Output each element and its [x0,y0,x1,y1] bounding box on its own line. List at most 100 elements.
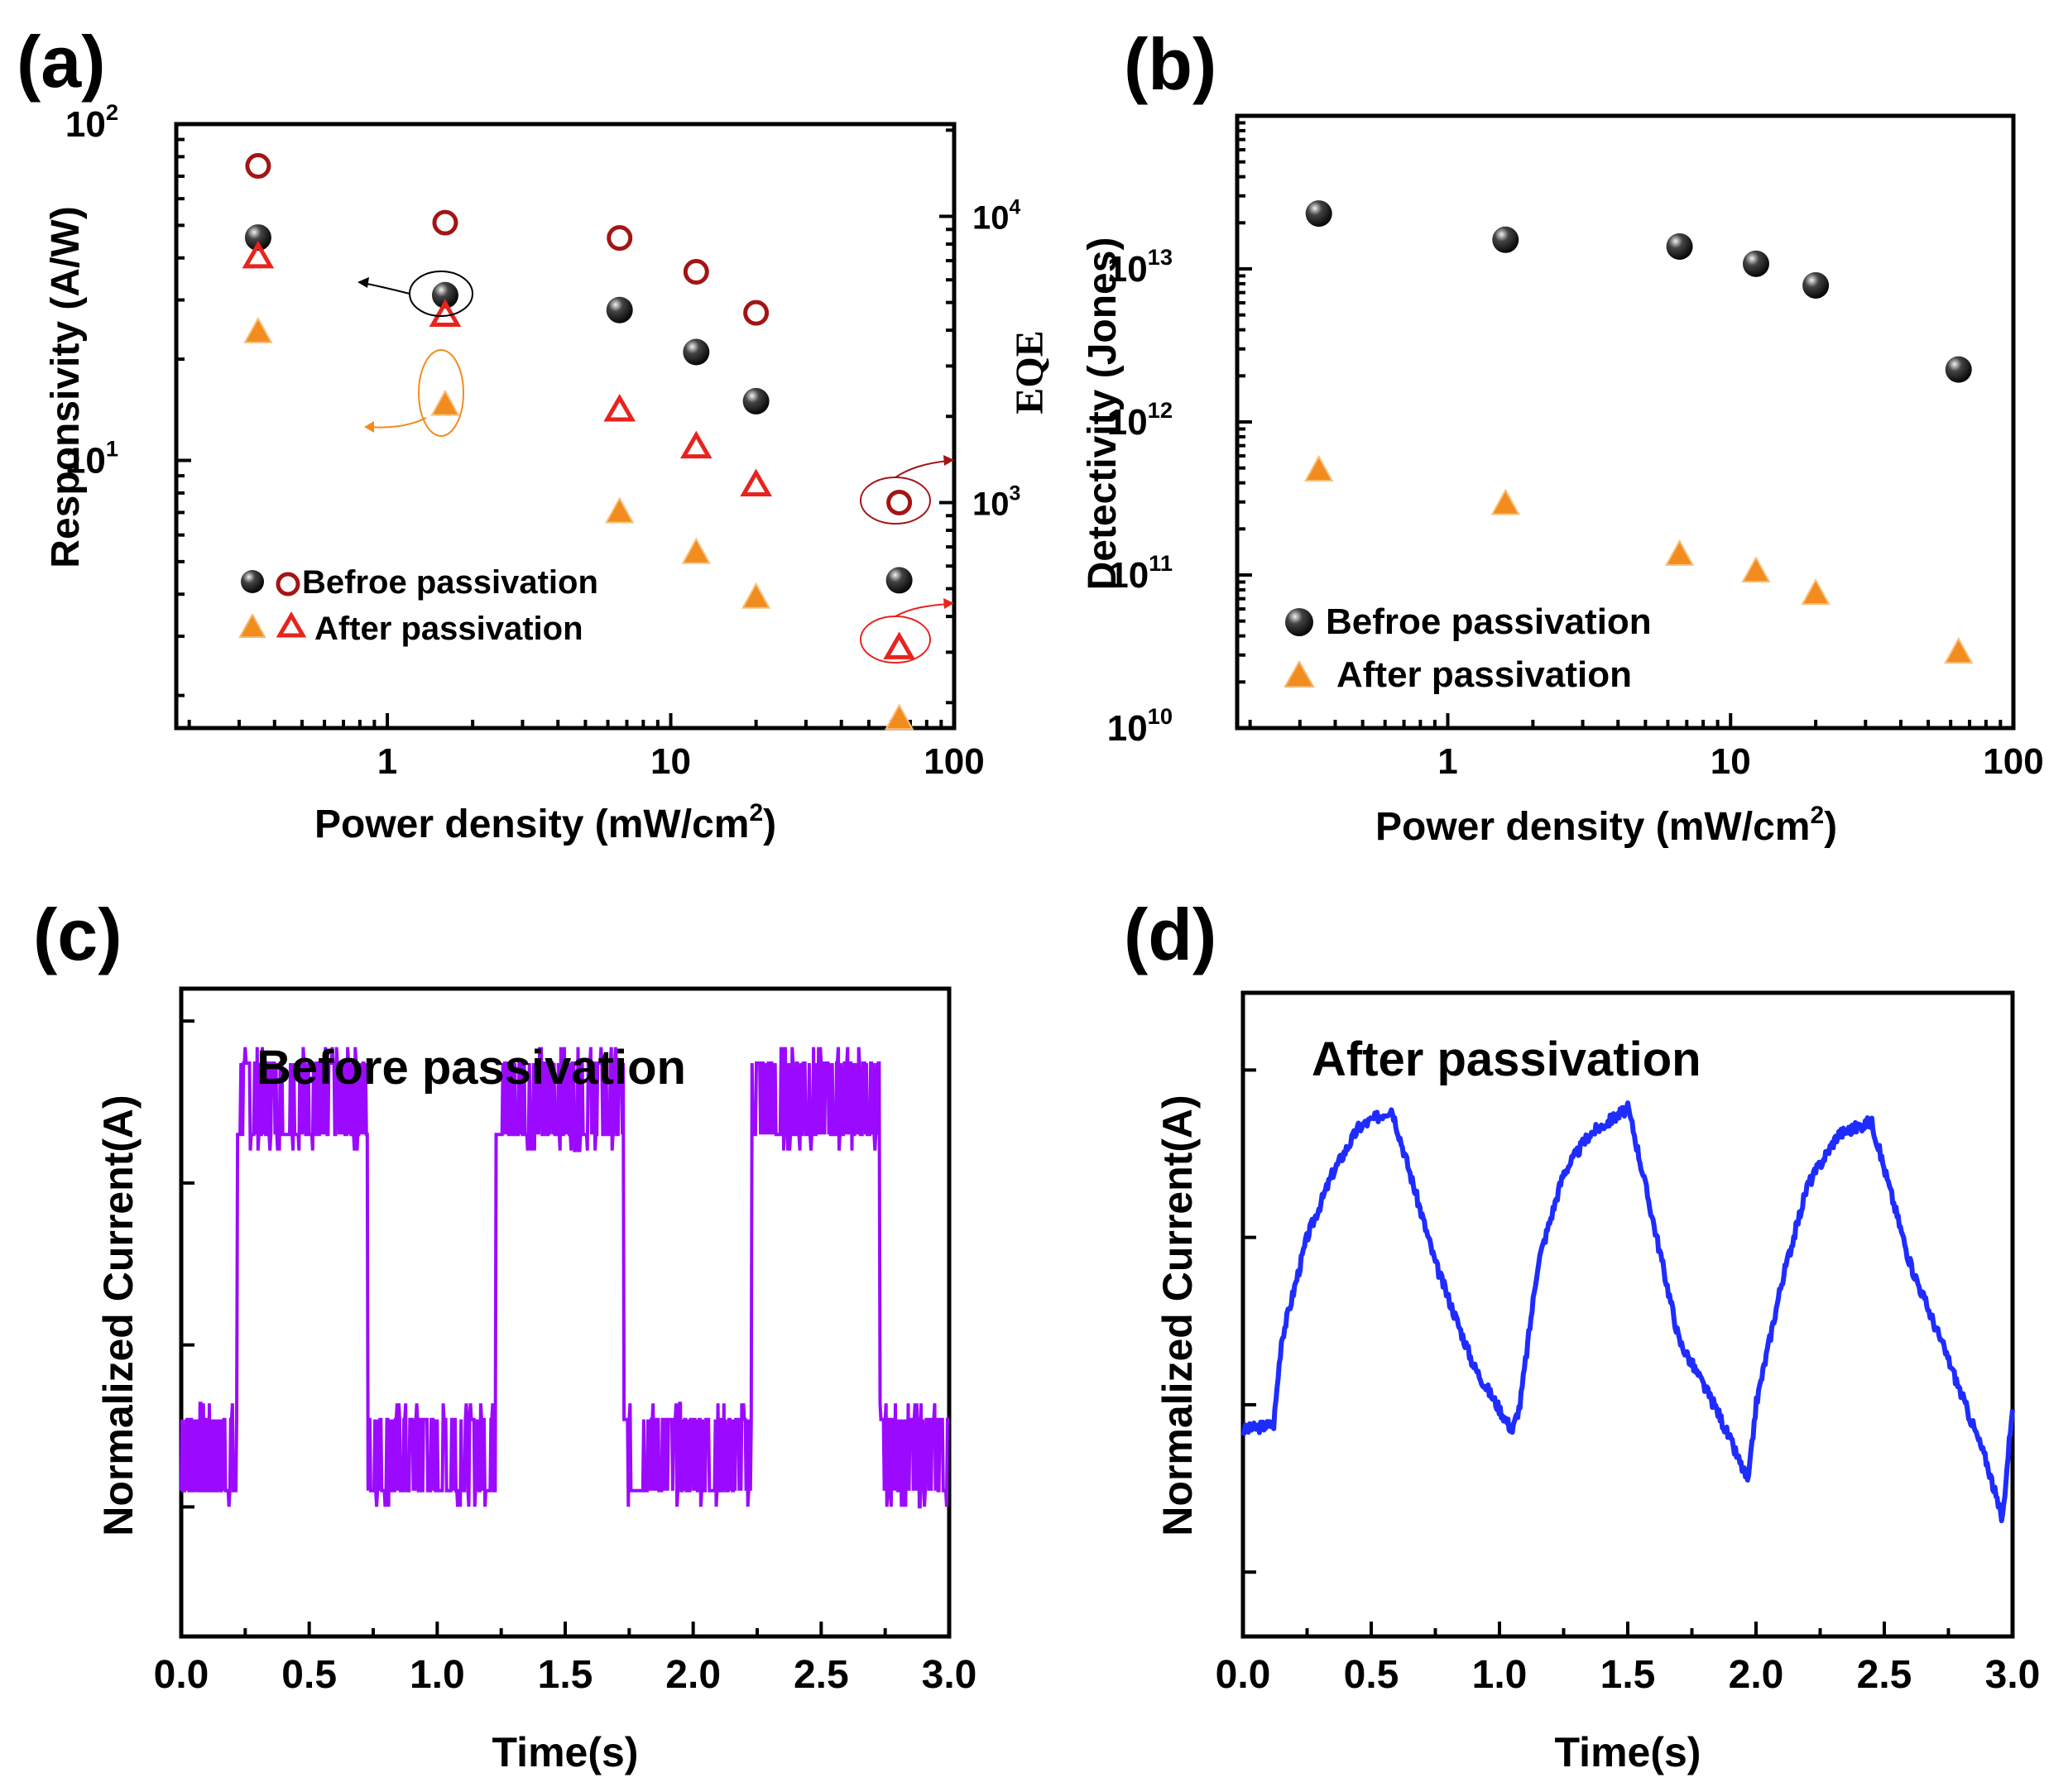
x-tick-label: 2.0 [1729,1653,1784,1697]
x-tick-label: 100 [924,741,984,782]
x-tick-label: 2.5 [1857,1653,1912,1697]
y-tick-label: 1011 [1108,550,1173,596]
data-point-ball [885,567,913,594]
x-tick-label: 2.0 [665,1653,721,1697]
panel-d-trace [1240,1100,2015,1524]
panel-b-marks [1304,200,1974,664]
callout-arrow-after [370,417,427,429]
data-point-tri-open [242,240,275,269]
x-tick-label: 0.0 [1216,1653,1271,1697]
x-tick-label: 0.0 [154,1653,209,1697]
data-point-tri [681,537,712,564]
data-point-tri [1801,578,1830,606]
legend-ball-icon [241,570,264,593]
legend-open-triangle-icon [276,611,307,638]
x-tick-label: 2.5 [794,1653,849,1697]
data-point-ball [742,387,770,414]
callout-ellipse-after [418,349,464,437]
panel-b-legend: Befroe passivation After passivation [1284,601,1652,695]
data-point-tri [243,316,273,343]
panel-a-ticks: 1 10 100 101 102 103 104 [65,99,1021,782]
data-point-tri [1490,488,1520,515]
panel-a-callouts [357,271,954,664]
data-point-tri-open [679,430,713,459]
data-point-tri [605,496,635,524]
arrowhead-icon [943,598,954,609]
data-point-tri [884,703,914,731]
callout-arrow-eqe-before [895,460,948,478]
panel-c: (c) 0.0 0.5 1.0 1.5 2.0 2.5 3.0 Before passiva… [33,894,976,1775]
data-point-tri [1304,454,1334,482]
x-tick-label: 10 [650,741,691,782]
data-point-ring [743,299,770,326]
legend-ball-icon [1285,608,1313,636]
x-tick-label: 1 [377,741,397,782]
data-point-tri [1741,556,1771,583]
panel-d-plot-frame [1240,990,2015,1639]
panel-d-label: (d) [1124,894,1216,975]
legend-ring-icon [276,572,300,597]
panel-a-plot-frame [174,122,957,731]
x-tick-label: 1.5 [1600,1653,1656,1697]
x-tick-label: 3.0 [922,1653,977,1697]
legend-triangle-icon [238,612,266,638]
y-tick-label: 101 [65,436,118,482]
panel-a: (a) 1 10 100 101 102 103 104 Befroe passivatio… [17,21,1052,846]
legend-after-label: After passivation [314,611,583,647]
panel-c-x-title: Time(s) [492,1729,639,1775]
x-tick-label: 0.5 [1344,1653,1399,1697]
data-point-ball [683,338,710,366]
x-tick-label: 10 [1711,741,1751,782]
x-tick-label: 3.0 [1985,1653,2041,1697]
panel-b-ticks: 1 10 100 1010 1011 1012 1013 [1107,121,2044,782]
data-point-tri [1944,637,1974,664]
panel-b-y-title: Detectivity (Jones) [1081,237,1125,591]
x-tick-label: 0.5 [281,1653,337,1697]
y-tick-label: 1010 [1107,703,1173,749]
arrowhead-icon [943,455,954,466]
legend-before-label: Befroe passivation [302,564,598,601]
legend-before-label: Befroe passivation [1326,601,1652,642]
data-point-ring [432,209,458,236]
data-point-tri [741,582,771,609]
y2-tick-label: 103 [972,482,1020,522]
panel-a-y2-title: EQE [1008,330,1052,414]
callout-arrow-before [362,282,410,295]
y-tick-label: 102 [65,99,118,145]
panel-a-x-title: Power density (mW/cm2) [314,799,776,846]
data-point-ball [1492,226,1519,253]
data-point-ring [683,259,709,285]
x-tick-label: 1.5 [538,1653,593,1697]
panel-c-title: Before passivation [257,1041,686,1095]
panel-c-label: (c) [33,894,122,975]
panel-b-x-title: Power density (mW/cm2) [1375,802,1837,849]
data-point-tri [430,389,460,416]
y-tick-label: 1013 [1107,244,1173,290]
legend-after-label: After passivation [1336,654,1632,695]
data-point-ball [1666,232,1693,260]
data-point-ball [244,224,271,252]
data-point-ring [607,225,633,252]
data-point-tri [1664,539,1695,566]
x-tick-label: 100 [1983,741,2043,782]
arrowhead-icon [364,421,374,433]
panel-d: (d) 0.0 0.5 1.0 1.5 2.0 2.5 3.0 After passivat… [1124,894,2040,1775]
x-tick-label: 1.0 [1472,1653,1528,1697]
data-point-ring [886,489,913,515]
y2-tick-label: 104 [972,196,1021,236]
panel-a-y-title: Responsivity (A/W) [44,206,88,568]
panel-a-marks [242,153,915,731]
panel-d-x-title: Time(s) [1555,1729,1701,1775]
callout-ellipse-eqe-before [860,477,931,525]
data-point-tri-open [603,393,636,422]
legend-triangle-icon [1284,659,1315,688]
data-point-ball [1305,200,1332,228]
panel-c-trace [180,1047,949,1509]
panel-a-legend: Befroe passivation After passivation [238,564,598,647]
data-point-ring [245,153,271,180]
data-point-ball [431,281,458,309]
data-point-tri-open [429,299,462,327]
x-tick-label: 1 [1437,741,1457,782]
panel-c-y-title: Normalized Current(A) [95,1095,142,1536]
